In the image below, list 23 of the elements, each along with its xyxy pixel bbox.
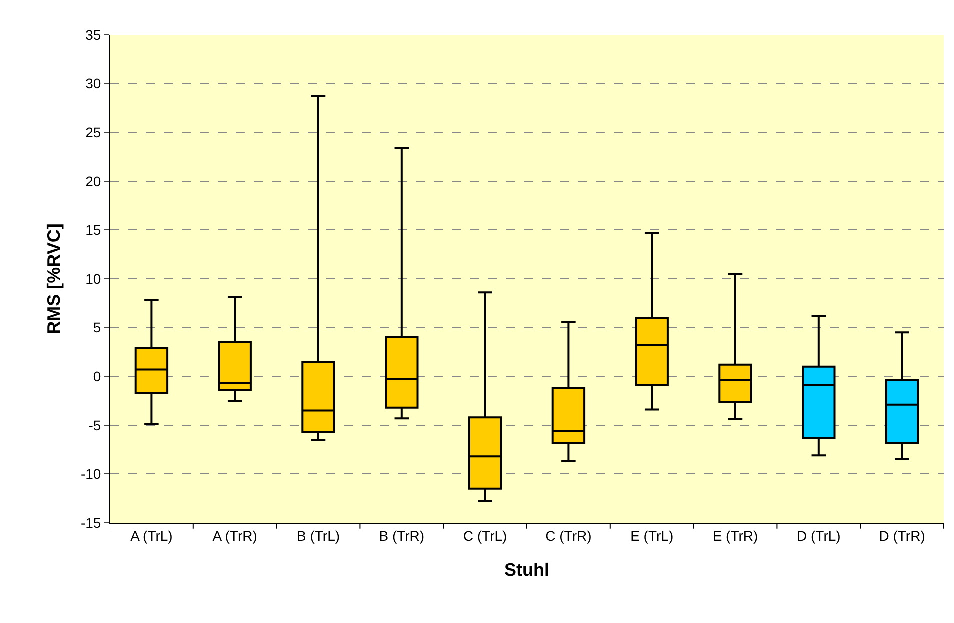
x-tick-label: A (TrL) xyxy=(130,528,173,544)
y-tick-label: -5 xyxy=(88,417,102,434)
x-axis-title: Stuhl xyxy=(504,560,550,580)
x-tick-label: D (TrR) xyxy=(879,528,926,544)
x-tick-label: B (TrR) xyxy=(379,528,425,544)
y-tick-label: 10 xyxy=(86,270,102,287)
y-tick-label: 15 xyxy=(86,222,102,238)
x-tick-label: E (TrR) xyxy=(712,528,758,544)
y-tick-label: 25 xyxy=(86,124,102,140)
x-tick-label: B (TrL) xyxy=(296,528,340,544)
x-tick-label: C (TrL) xyxy=(463,528,508,544)
y-tick-label: 5 xyxy=(93,320,102,336)
y-tick-label: 35 xyxy=(86,26,102,43)
y-tick-label: -15 xyxy=(80,514,102,531)
y-tick-label: -10 xyxy=(80,466,102,482)
x-tick-label: A (TrR) xyxy=(212,528,258,544)
x-tick-label: C (TrR) xyxy=(546,528,592,544)
y-axis-title: RMS [%RVC] xyxy=(44,224,64,334)
x-tick-label: E (TrL) xyxy=(630,528,674,544)
y-tick-label: 30 xyxy=(86,76,102,92)
x-tick-label: D (TrL) xyxy=(796,528,841,544)
y-tick-label: 0 xyxy=(93,368,102,384)
y-tick-label: 20 xyxy=(86,173,102,190)
